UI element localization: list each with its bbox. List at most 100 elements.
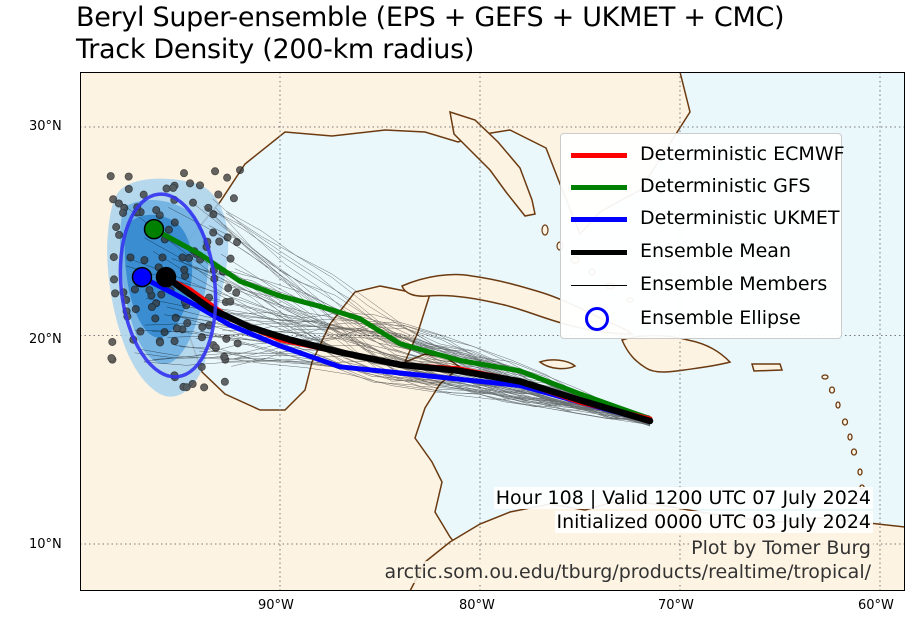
track-deterministic-gfs — [151, 226, 653, 422]
ensemble-endpoint-dot — [204, 203, 213, 212]
endpoint-deterministic-gfs — [143, 218, 165, 240]
endpoint-deterministic-ukmet — [131, 266, 153, 288]
legend-swatch-ecmwf — [571, 153, 627, 158]
ensemble-endpoint-dot — [147, 303, 156, 312]
ensemble-endpoint-dot — [136, 327, 145, 336]
ensemble-ellipse — [118, 192, 218, 379]
ensemble-endpoint-dot — [189, 198, 198, 207]
land-puerto-rico — [751, 363, 784, 372]
lat-label-30n: 30°N — [29, 119, 62, 134]
ensemble-member-track — [194, 251, 651, 420]
legend-swatch-mean — [571, 250, 627, 255]
ensemble-endpoint-dot — [197, 333, 206, 342]
ensemble-endpoint-dot — [209, 210, 218, 219]
ensemble-endpoint-dot — [145, 286, 154, 295]
ensemble-endpoint-dot — [160, 328, 169, 337]
ensemble-endpoint-dot — [124, 185, 133, 194]
ensemble-endpoint-dot — [178, 253, 187, 262]
legend-swatch-members — [571, 285, 627, 286]
endpoint-ensemble-mean — [155, 266, 177, 288]
legend-swatch-ellipse — [585, 307, 609, 331]
source-url-label: arctic.som.ou.edu/tburg/products/realtim… — [382, 561, 873, 583]
ensemble-endpoint-dot — [109, 195, 118, 204]
legend-item-ellipse: Ensemble Ellipse — [561, 304, 841, 334]
lon-label-60w: 60°W — [858, 598, 894, 613]
ensemble-endpoint-dot — [110, 275, 119, 284]
ensemble-endpoint-dot — [139, 190, 148, 199]
ensemble-endpoint-dot — [224, 284, 233, 293]
track-ensemble-mean — [162, 273, 654, 425]
ensemble-endpoint-dot — [151, 314, 160, 323]
ensemble-endpoint-dot — [197, 362, 206, 371]
ensemble-endpoint-dot — [140, 256, 149, 265]
ensemble-endpoint-dot — [158, 253, 167, 262]
ensemble-endpoint-dot — [233, 238, 242, 247]
lon-label-70w: 70°W — [658, 598, 694, 613]
ensemble-endpoint-dot — [157, 290, 166, 299]
ensemble-endpoint-dot — [162, 184, 171, 193]
land-florida — [449, 110, 536, 217]
ensemble-endpoint-dot — [112, 223, 121, 232]
legend-item-members: Ensemble Members — [561, 270, 841, 300]
legend-label-ellipse: Ensemble Ellipse — [640, 307, 801, 329]
ensemble-endpoint-dot — [214, 190, 223, 199]
legend-item-ukmet: Deterministic UKMET — [561, 204, 841, 234]
ensemble-endpoint-dot — [171, 313, 180, 322]
ensemble-member-track — [174, 344, 651, 425]
ensemble-endpoint-dot — [111, 289, 120, 298]
ensemble-endpoint-dot — [109, 253, 118, 262]
ensemble-endpoint-dot — [220, 377, 229, 386]
ensemble-endpoint-dot — [169, 183, 178, 192]
ensemble-endpoint-dot — [226, 297, 235, 306]
map-title-line-2: Track Density (200-km radius) — [76, 34, 475, 65]
legend-label-mean: Ensemble Mean — [640, 240, 791, 262]
init-time-label: Initialized 0000 UTC 03 July 2024 — [554, 511, 873, 533]
ensemble-endpoint-dot — [211, 167, 220, 176]
ensemble-endpoint-dot — [180, 265, 189, 274]
legend-label-ukmet: Deterministic UKMET — [640, 207, 840, 229]
ensemble-member-track — [173, 314, 651, 423]
lon-label-80w: 80°W — [459, 598, 495, 613]
ensemble-endpoint-dot — [200, 383, 209, 392]
legend-label-gfs: Deterministic GFS — [640, 175, 811, 197]
ensemble-endpoint-dot — [124, 172, 133, 181]
ensemble-endpoint-dot — [126, 253, 135, 262]
ensemble-endpoint-dot — [223, 233, 232, 242]
ensemble-endpoint-dot — [232, 288, 241, 297]
ensemble-endpoint-dot — [152, 206, 161, 215]
ensemble-endpoint-dot — [222, 334, 231, 343]
ensemble-endpoint-dot — [211, 343, 220, 352]
ensemble-endpoint-dot — [170, 337, 179, 346]
ensemble-endpoint-dot — [115, 230, 124, 239]
ensemble-endpoint-dot — [220, 352, 229, 361]
valid-time-label: Hour 108 | Valid 1200 UTC 07 July 2024 — [493, 487, 873, 509]
ensemble-endpoint-dot — [223, 173, 232, 182]
ensemble-endpoint-dot — [180, 169, 189, 178]
lon-label-90w: 90°W — [258, 598, 294, 613]
ensemble-endpoint-dot — [130, 285, 139, 294]
ensemble-endpoint-dot — [107, 354, 116, 363]
ensemble-endpoint-dot — [164, 225, 173, 234]
lat-label-10n: 10°N — [29, 537, 62, 552]
ensemble-endpoint-dot — [229, 194, 238, 203]
ensemble-endpoint-dot — [170, 218, 179, 227]
ensemble-endpoint-dot — [226, 254, 235, 263]
ensemble-endpoint-dot — [172, 324, 181, 333]
map-title-line-1: Beryl Super-ensemble (EPS + GEFS + UKMET… — [76, 2, 785, 33]
ensemble-endpoint-dot — [186, 179, 195, 188]
legend-item-gfs: Deterministic GFS — [561, 172, 841, 202]
ensemble-endpoint-dot — [106, 172, 115, 181]
track-endpoints — [131, 218, 177, 288]
ensemble-endpoint-dot — [235, 166, 244, 175]
deterministic-tracks — [139, 226, 654, 425]
ensemble-endpoint-dot — [183, 319, 192, 328]
credit-label: Plot by Tomer Burg — [689, 537, 873, 559]
ensemble-endpoint-dot — [185, 253, 194, 262]
ensemble-endpoint-dot — [114, 199, 123, 208]
legend-label-ecmwf: Deterministic ECMWF — [640, 143, 845, 165]
ensemble-endpoint-dot — [198, 322, 207, 331]
legend-item-ecmwf: Deterministic ECMWF — [561, 140, 845, 170]
ensemble-endpoint-dot — [108, 337, 117, 346]
map-legend: Deterministic ECMWF Deterministic GFS De… — [560, 133, 845, 339]
ensemble-endpoint-dot — [196, 181, 205, 190]
